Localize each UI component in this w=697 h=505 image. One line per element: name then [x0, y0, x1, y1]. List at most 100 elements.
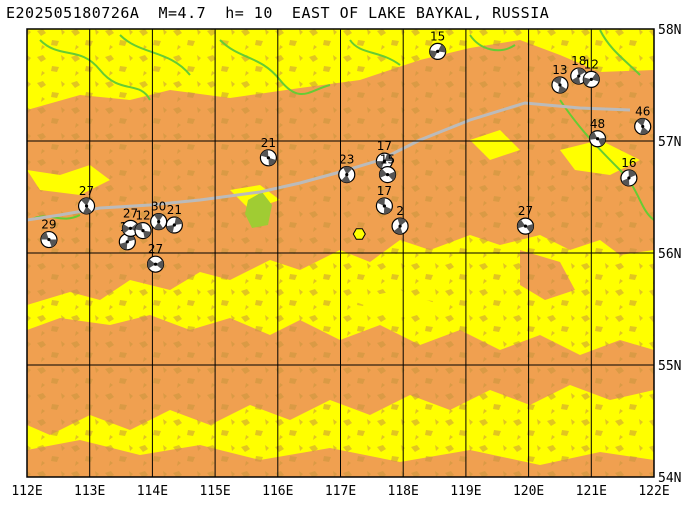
beachball-center — [128, 226, 133, 230]
compression-quadrant — [260, 149, 269, 158]
lon-tick-label: 116E — [262, 484, 293, 499]
compression-quadrant — [82, 205, 93, 214]
focal-mechanism: 29 — [40, 218, 58, 249]
lon-tick-label: 113E — [74, 484, 105, 499]
focal-mechanisms: 2927122712302127212317151721527131812484… — [40, 29, 652, 273]
lon-tick-label: 122E — [638, 484, 669, 499]
compression-quadrant — [387, 171, 396, 181]
focal-mechanism: 21 — [259, 136, 277, 167]
lon-tick-label: 119E — [450, 484, 481, 499]
compression-quadrant — [639, 126, 649, 135]
mechanism-depth-label: 30 — [151, 200, 166, 214]
mechanism-depth-label: 46 — [635, 104, 650, 118]
beachball-center — [595, 137, 600, 141]
compression-quadrant — [174, 217, 183, 225]
mechanism-depth-label: 27 — [148, 242, 163, 256]
beachball-center — [84, 204, 89, 208]
epicenter-marker — [352, 228, 366, 240]
beachball-center — [172, 223, 176, 227]
mechanism-depth-label: 17 — [377, 139, 392, 153]
beachball-center — [153, 262, 158, 266]
beachball-center — [345, 173, 349, 177]
compression-quadrant — [628, 169, 637, 178]
lon-tick-label: 114E — [137, 484, 168, 499]
focal-mechanism: 27 — [516, 204, 535, 235]
compression-quadrant — [577, 68, 586, 77]
focal-mechanism: 15 — [429, 29, 447, 61]
compression-quadrant — [40, 232, 49, 240]
compression-quadrant — [154, 213, 164, 222]
beachball-center — [382, 204, 386, 208]
focal-mechanism: 12 — [582, 57, 600, 89]
focal-mechanism: 30 — [150, 200, 168, 231]
mechanism-depth-label: 2 — [396, 204, 404, 218]
beachball-center — [523, 224, 528, 228]
mechanism-depth-label: 21 — [261, 136, 276, 150]
compression-quadrant — [384, 153, 393, 162]
compression-quadrant — [376, 161, 385, 169]
focal-mechanism: 23 — [338, 153, 356, 184]
compression-quadrant — [166, 225, 175, 233]
lat-tick-label: 56N — [658, 247, 681, 262]
focal-mechanism: 16 — [620, 156, 638, 187]
beachball-center — [382, 159, 386, 163]
focal-mechanism: 27 — [146, 242, 165, 273]
mechanism-depth-label: 16 — [621, 156, 636, 170]
compression-quadrant — [621, 177, 630, 186]
lon-tick-label: 112E — [11, 484, 42, 499]
beachball-center — [385, 173, 390, 177]
border-line — [27, 101, 631, 222]
compression-quadrant — [122, 224, 131, 234]
compression-quadrant — [558, 85, 567, 93]
mechanism-depth-label: 48 — [590, 117, 605, 131]
compression-quadrant — [517, 219, 526, 229]
compression-quadrant — [377, 197, 385, 206]
compression-quadrant — [341, 174, 351, 183]
map-title: E202505180726A M=4.7 h= 10 EAST OF LAKE … — [6, 4, 550, 22]
beachball-center — [125, 240, 129, 244]
lat-tick-label: 54N — [658, 471, 681, 486]
compression-quadrant — [154, 221, 164, 230]
compression-quadrant — [119, 241, 128, 250]
mechanism-depth-label: 27 — [123, 206, 138, 220]
compression-quadrant — [383, 205, 392, 214]
mechanism-depth-label: 27 — [79, 184, 94, 198]
compression-quadrant — [571, 76, 581, 85]
focal-mechanism: 48 — [588, 117, 607, 148]
compression-quadrant — [591, 72, 600, 82]
beachball-center — [558, 83, 562, 87]
compression-quadrant — [589, 131, 598, 140]
beachball-center — [641, 124, 645, 129]
compression-quadrant — [437, 44, 446, 53]
epicenter-hexagon — [352, 228, 366, 240]
compression-quadrant — [142, 230, 151, 239]
map-frame — [26, 28, 655, 478]
compression-quadrant — [393, 226, 403, 235]
focal-mechanism: 12 — [134, 209, 152, 240]
compression-quadrant — [155, 260, 164, 270]
compression-quadrant — [343, 166, 353, 175]
beachball-center — [47, 237, 51, 242]
beachball-center — [398, 224, 402, 228]
beachball-center — [577, 74, 581, 78]
beachball-center — [436, 49, 440, 54]
compression-quadrant — [147, 259, 156, 269]
compression-quadrant — [583, 77, 592, 86]
compression-quadrant — [135, 222, 143, 231]
compression-quadrant — [525, 224, 534, 233]
compression-quadrant — [636, 118, 646, 127]
mechanism-depth-label: 13 — [552, 63, 567, 77]
focal-mechanism: 15 — [378, 153, 397, 184]
mechanism-depth-label: 15 — [380, 153, 395, 167]
lon-tick-label: 120E — [513, 484, 544, 499]
focal-mechanism: 17 — [375, 184, 393, 215]
lon-tick-label: 121E — [576, 484, 607, 499]
lon-tick-label: 115E — [199, 484, 230, 499]
mechanism-depth-label: 29 — [41, 218, 56, 232]
mechanism-depth-label: 12 — [135, 209, 150, 223]
focal-mechanism: 46 — [634, 104, 652, 136]
beachball-center — [589, 77, 593, 81]
beachball-center — [157, 220, 161, 224]
mechanism-depth-label: 17 — [377, 184, 392, 198]
